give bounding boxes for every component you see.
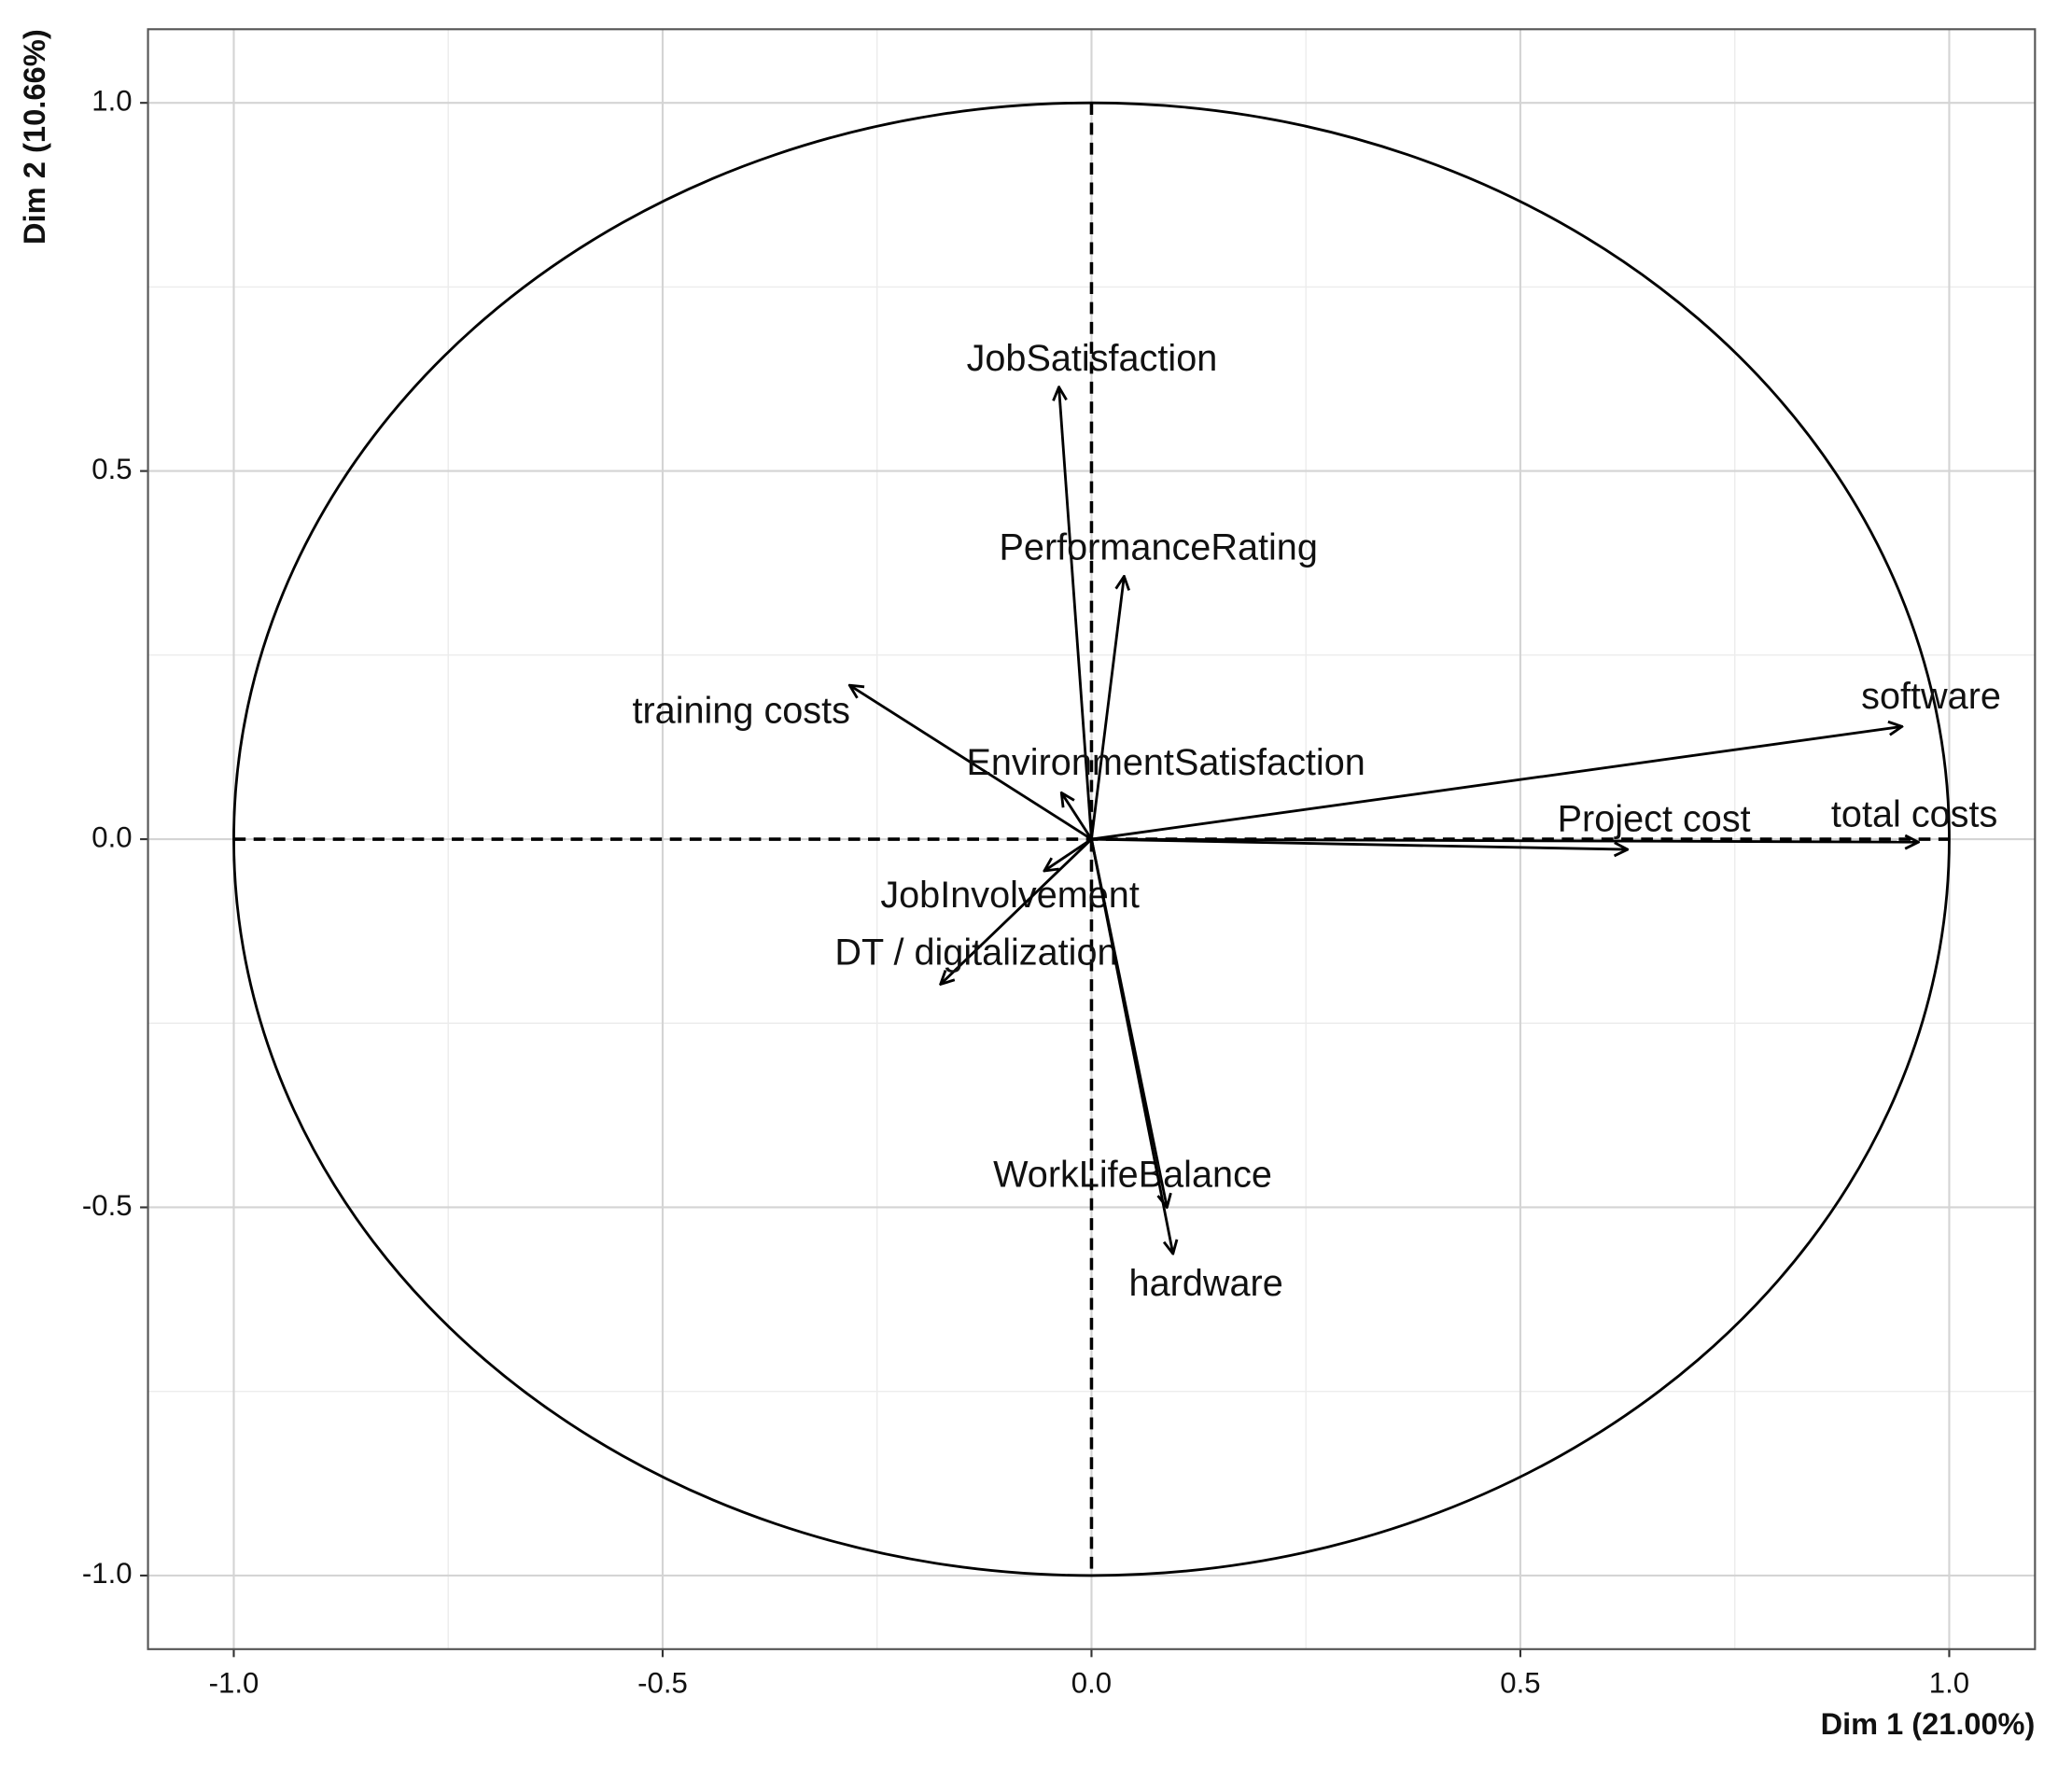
variable-arrow	[1059, 387, 1093, 840]
variable-arrow	[1091, 839, 1918, 842]
y-tick-label: -1.0	[82, 1557, 133, 1590]
variable-arrow	[849, 685, 1093, 841]
variable-arrow	[1090, 838, 1172, 1254]
x-axis-title: Dim 1 (21.00%)	[1821, 1706, 2036, 1741]
variable-label: total costs	[1831, 794, 1997, 835]
variable-label: software	[1861, 676, 2001, 717]
variable-arrow	[1061, 792, 1093, 840]
variable-label: PerformanceRating	[1000, 526, 1318, 568]
x-tick-label: -0.5	[637, 1666, 688, 1699]
x-tick-label: -1.0	[209, 1666, 259, 1699]
y-tick-label: 0.5	[91, 453, 132, 485]
variable-label: Project cost	[1558, 799, 1751, 840]
variable-label: WorkLifeBalance	[993, 1154, 1272, 1195]
variable-label: hardware	[1129, 1263, 1283, 1304]
y-tick-label: -0.5	[82, 1189, 133, 1222]
y-axis-title: Dim 2 (10.66%)	[17, 29, 51, 245]
variable-arrow	[1044, 837, 1093, 871]
x-tick-label: 0.5	[1500, 1666, 1540, 1699]
variable-label: JobInvolvement	[880, 875, 1140, 916]
variable-arrow	[1090, 576, 1124, 840]
variable-arrow	[941, 838, 1093, 984]
panel-border	[147, 28, 2037, 1650]
variable-label: DT / digitalization	[834, 932, 1117, 974]
x-tick-label: 1.0	[1929, 1666, 1969, 1699]
variable-arrow	[1091, 726, 1901, 841]
variable-label: training costs	[632, 690, 849, 731]
y-tick-label: 0.0	[91, 820, 132, 853]
x-tick-label: 0.0	[1071, 1666, 1112, 1699]
variable-arrow	[1091, 837, 1627, 849]
variable-label: EnvironmentSatisfaction	[967, 742, 1365, 783]
variable-label: JobSatisfaction	[967, 338, 1218, 379]
y-tick-label: 1.0	[91, 84, 132, 117]
